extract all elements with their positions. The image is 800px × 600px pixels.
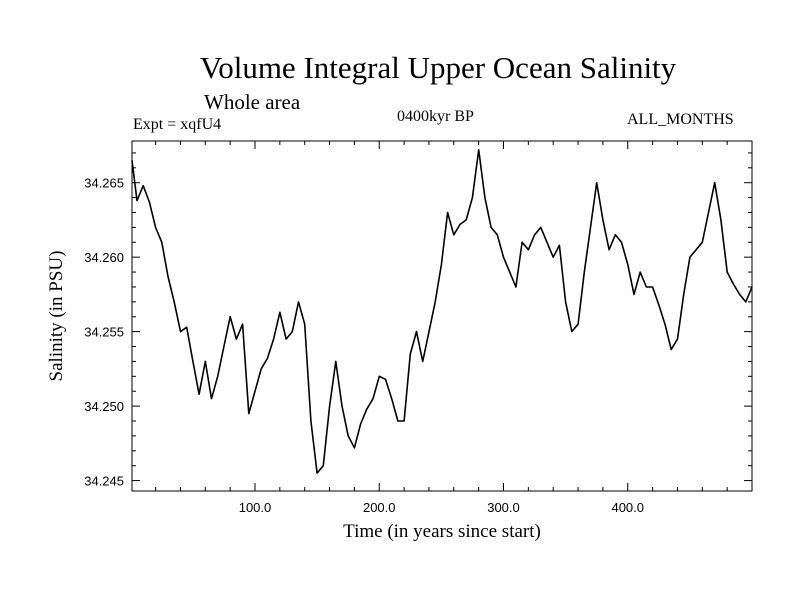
- series-line-salinity: [131, 149, 753, 474]
- y-axis-title: Salinity (in PSU): [46, 251, 67, 382]
- months-label: ALL_MONTHS: [627, 111, 734, 128]
- x-tick-label: 400.0: [611, 500, 644, 515]
- experiment-label: Expt = xqfU4: [133, 116, 222, 133]
- x-tick-label: 200.0: [363, 500, 396, 515]
- x-axis-title: Time (in years since start): [343, 521, 541, 542]
- chart-title: Volume Integral Upper Ocean Salinity: [199, 50, 677, 85]
- chart-subtitle: Whole area: [204, 90, 301, 114]
- x-tick-label: 300.0: [487, 500, 520, 515]
- period-label: 0400kyr BP: [397, 108, 474, 125]
- y-tick-label: 34.265: [84, 176, 124, 191]
- tick-labels: 100.0 200.0 300.0 400.0 34.245 34.250 34.255 34…: [84, 176, 644, 515]
- y-tick-label: 34.250: [84, 399, 124, 414]
- y-tick-label: 34.255: [84, 325, 124, 340]
- axis-ticks: [132, 141, 753, 491]
- y-tick-label: 34.245: [84, 474, 124, 489]
- y-tick-label: 34.260: [84, 250, 124, 265]
- plot-frame: [131, 140, 753, 492]
- x-tick-label: 100.0: [239, 500, 272, 515]
